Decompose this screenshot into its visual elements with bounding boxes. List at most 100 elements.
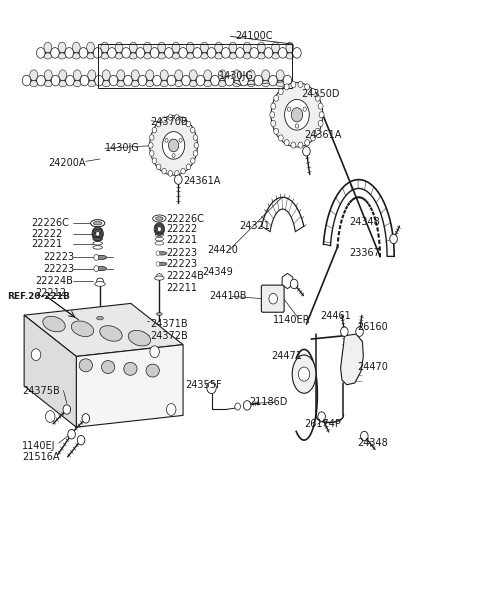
Ellipse shape [91, 220, 105, 227]
Circle shape [148, 143, 153, 148]
Circle shape [191, 158, 195, 164]
Circle shape [152, 127, 156, 133]
Ellipse shape [218, 70, 226, 80]
Ellipse shape [204, 80, 212, 87]
Text: 21186D: 21186D [250, 397, 288, 408]
Text: 22212: 22212 [35, 288, 66, 298]
Ellipse shape [229, 42, 237, 53]
Ellipse shape [262, 70, 270, 80]
Text: 22224B: 22224B [167, 271, 204, 281]
Text: REF.20-221B: REF.20-221B [8, 292, 71, 301]
Ellipse shape [257, 42, 265, 53]
Circle shape [172, 154, 175, 158]
Ellipse shape [88, 70, 96, 80]
Ellipse shape [215, 42, 223, 53]
Ellipse shape [186, 53, 194, 59]
Ellipse shape [262, 80, 270, 87]
Circle shape [36, 48, 45, 58]
Ellipse shape [129, 42, 137, 53]
Circle shape [94, 48, 102, 58]
Ellipse shape [117, 70, 125, 80]
Ellipse shape [131, 80, 139, 87]
Circle shape [299, 367, 310, 381]
Circle shape [168, 115, 173, 120]
Circle shape [181, 117, 185, 123]
Text: 24470: 24470 [358, 362, 388, 372]
Ellipse shape [272, 42, 279, 53]
Circle shape [243, 400, 251, 410]
Circle shape [288, 107, 291, 111]
Ellipse shape [79, 359, 93, 372]
Ellipse shape [218, 80, 226, 87]
Circle shape [175, 175, 182, 184]
Text: 26160: 26160 [358, 322, 388, 332]
Circle shape [154, 223, 165, 236]
Ellipse shape [117, 80, 125, 87]
Text: 24348: 24348 [349, 217, 380, 227]
Circle shape [156, 262, 160, 266]
Circle shape [269, 76, 277, 86]
Circle shape [270, 112, 275, 118]
Ellipse shape [144, 53, 151, 59]
Circle shape [271, 120, 276, 127]
Circle shape [94, 266, 98, 271]
Ellipse shape [189, 80, 197, 87]
Ellipse shape [58, 42, 66, 53]
Circle shape [356, 327, 363, 336]
Ellipse shape [59, 70, 67, 80]
Ellipse shape [160, 70, 168, 80]
Text: 22224B: 22224B [35, 276, 73, 286]
Circle shape [65, 48, 73, 58]
Circle shape [51, 76, 60, 86]
Polygon shape [24, 303, 183, 356]
Ellipse shape [73, 80, 81, 87]
Ellipse shape [94, 221, 102, 225]
Ellipse shape [276, 70, 284, 80]
Ellipse shape [73, 70, 81, 80]
Circle shape [293, 48, 301, 58]
Ellipse shape [71, 321, 94, 337]
Ellipse shape [129, 53, 137, 59]
Ellipse shape [160, 80, 168, 87]
Ellipse shape [229, 53, 237, 59]
Ellipse shape [201, 42, 208, 53]
Circle shape [291, 82, 296, 87]
Circle shape [211, 76, 219, 86]
Ellipse shape [247, 80, 255, 87]
Ellipse shape [175, 70, 183, 80]
Circle shape [254, 76, 263, 86]
Polygon shape [282, 273, 293, 289]
Text: 24200A: 24200A [48, 158, 85, 168]
Circle shape [341, 327, 348, 336]
Circle shape [240, 76, 248, 86]
Circle shape [225, 76, 234, 86]
Ellipse shape [128, 330, 151, 346]
Ellipse shape [146, 80, 154, 87]
Circle shape [66, 76, 74, 86]
Circle shape [175, 171, 179, 176]
Circle shape [285, 99, 309, 130]
Text: 22223: 22223 [43, 264, 74, 274]
Circle shape [295, 124, 299, 128]
Text: 24349: 24349 [202, 267, 233, 277]
Circle shape [168, 171, 173, 176]
Ellipse shape [186, 42, 194, 53]
Ellipse shape [243, 42, 251, 53]
Circle shape [153, 76, 161, 86]
Circle shape [302, 146, 310, 156]
Ellipse shape [72, 42, 80, 53]
Circle shape [162, 117, 167, 123]
Text: 1430JG: 1430JG [105, 143, 140, 154]
Circle shape [360, 431, 368, 441]
Ellipse shape [276, 80, 284, 87]
Ellipse shape [96, 317, 103, 320]
Ellipse shape [215, 53, 223, 59]
Circle shape [318, 412, 325, 421]
Text: 24361A: 24361A [183, 176, 220, 186]
Circle shape [319, 112, 324, 118]
Text: 1430JG: 1430JG [219, 71, 253, 81]
Polygon shape [24, 315, 76, 427]
Circle shape [22, 76, 31, 86]
Ellipse shape [286, 42, 294, 53]
Circle shape [194, 143, 199, 148]
